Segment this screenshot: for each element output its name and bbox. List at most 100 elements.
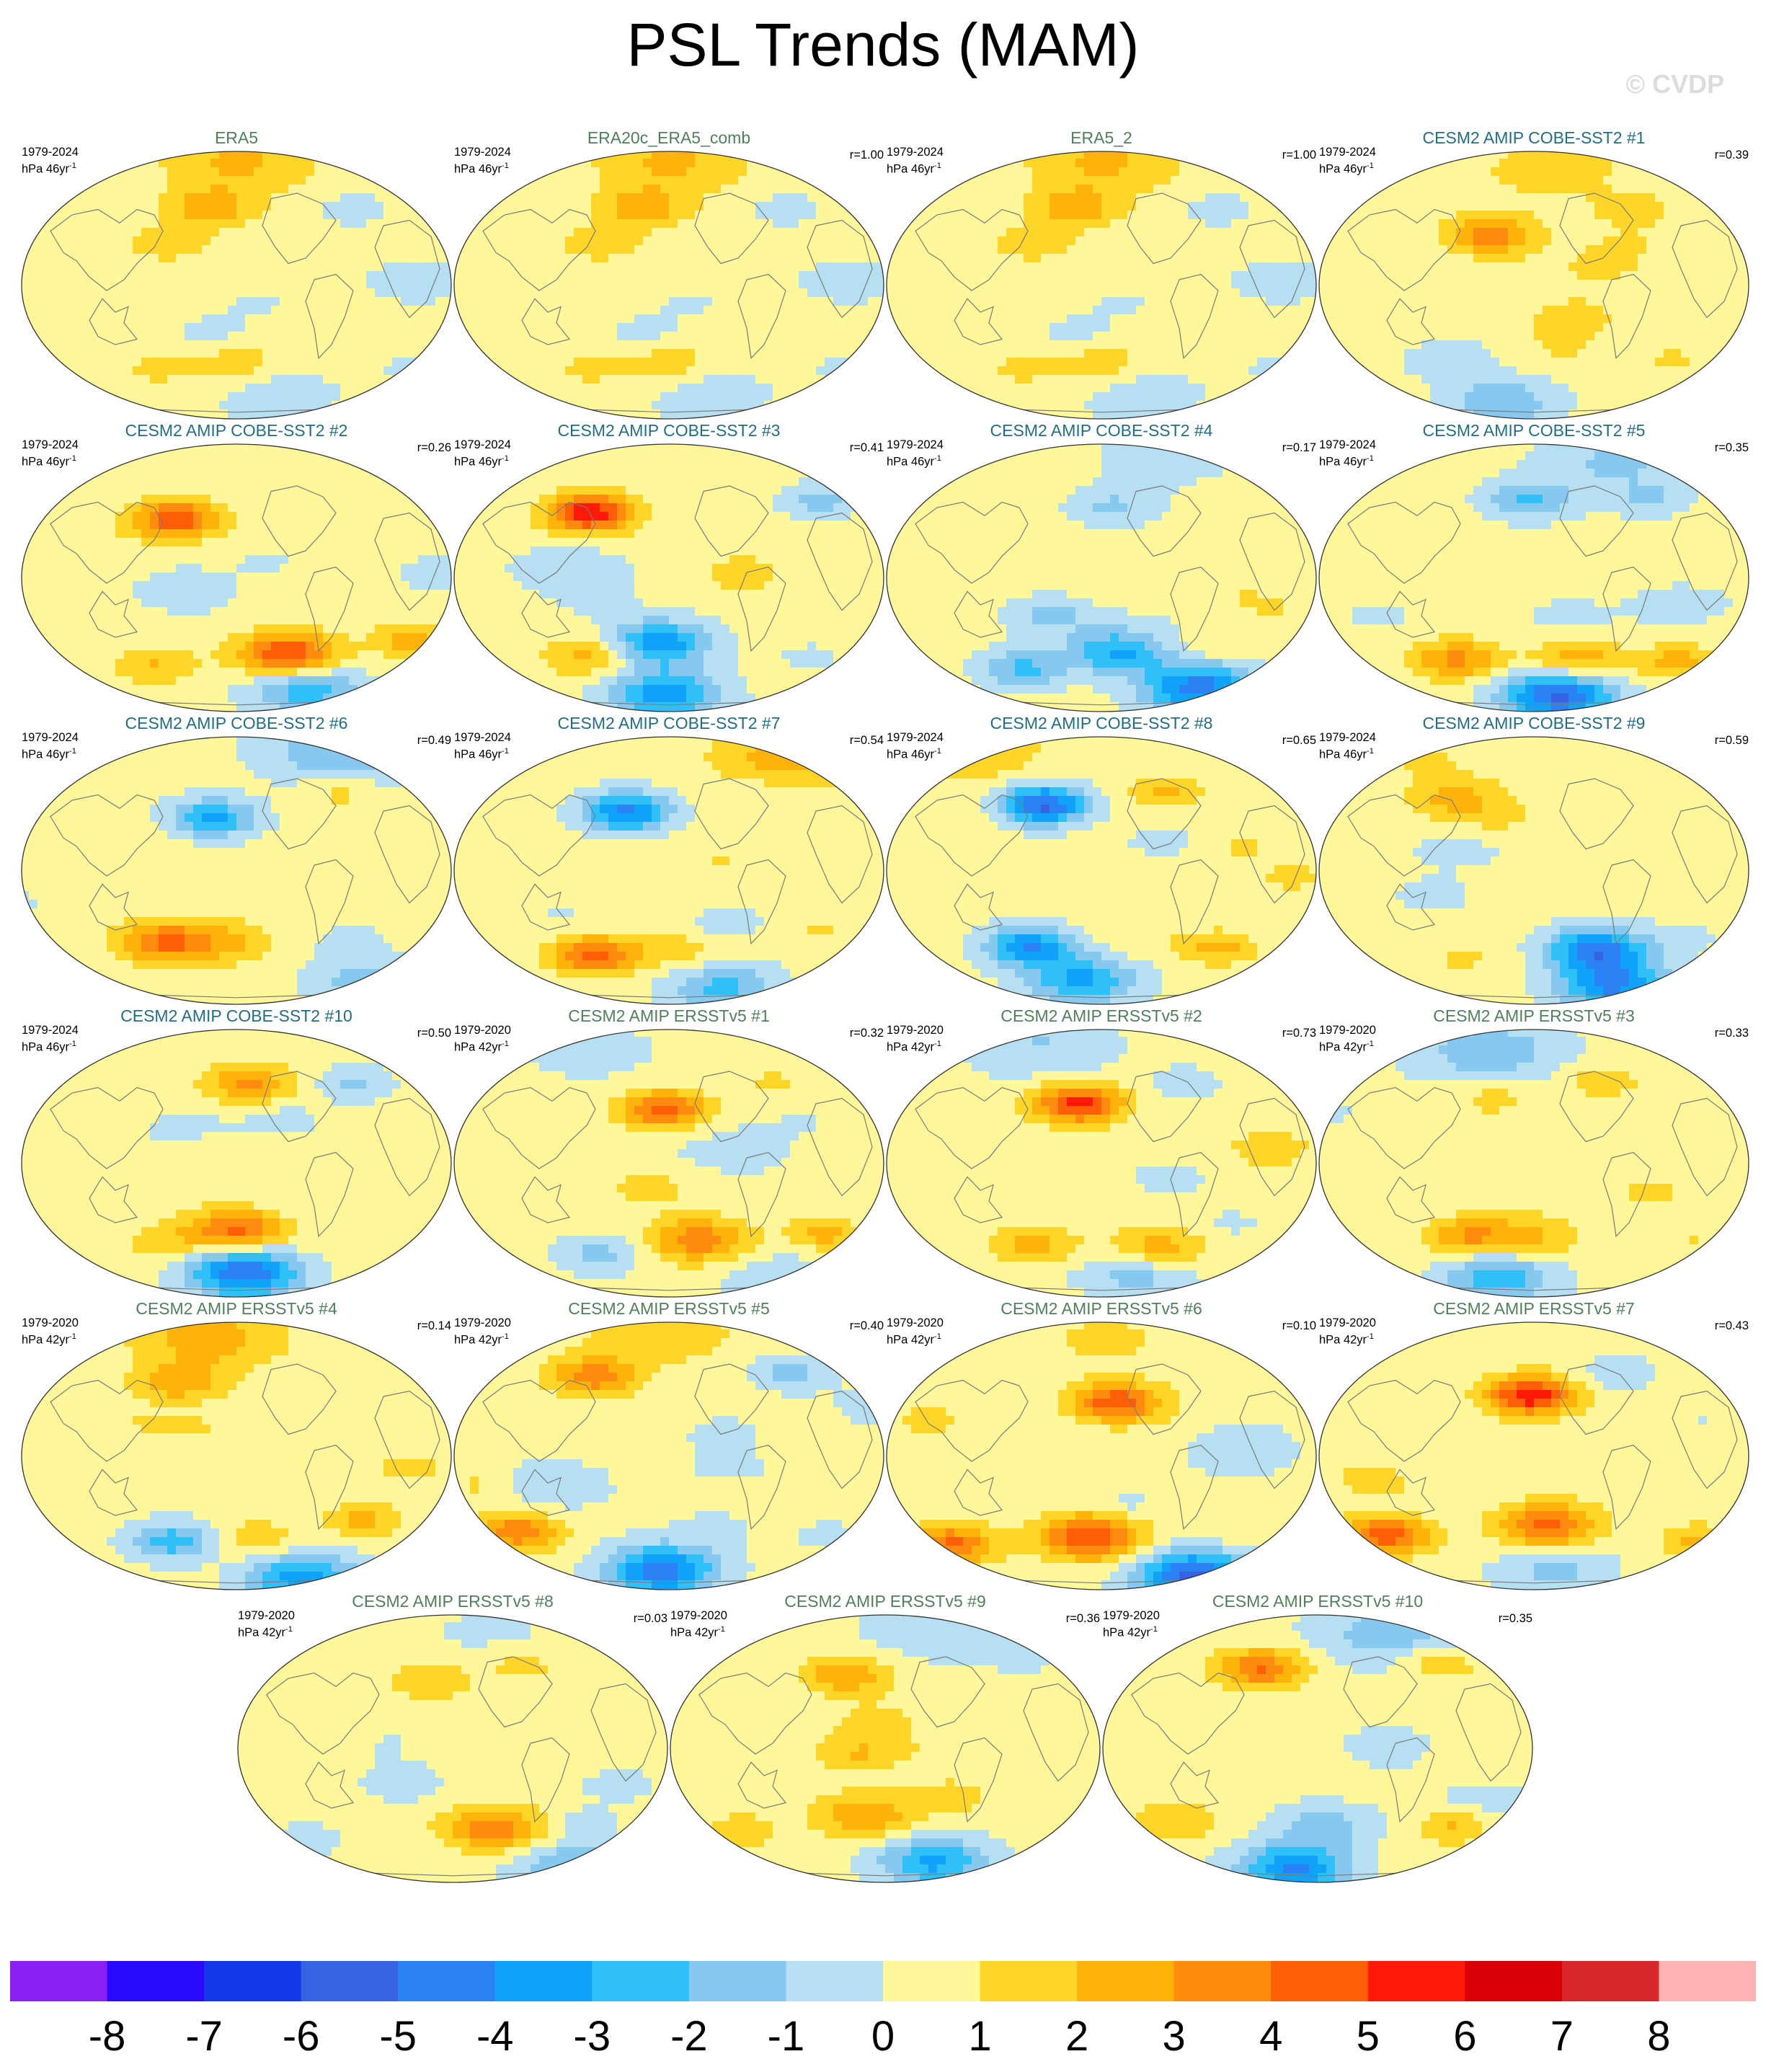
map-panel: CESM2 AMIP COBE-SST2 #1 1979-2024 hPa 46yr…	[1318, 128, 1750, 420]
panel-period: 1979-2020	[670, 1609, 727, 1623]
colorbar-tick-label: 3	[1163, 2013, 1186, 2060]
panel-units: hPa 46yr-1	[454, 452, 509, 469]
map-border	[237, 1614, 668, 1883]
panel-units-exponent: -1	[1367, 454, 1374, 463]
colorbar-box	[204, 1961, 302, 2001]
map-panel: CESM2 AMIP ERSSTv5 #5 1979-2020 hPa 42yr-1…	[453, 1299, 885, 1591]
panel-title: ERA5_2	[885, 128, 1318, 147]
map-border	[886, 1321, 1317, 1590]
panel-units: hPa 46yr-1	[887, 159, 941, 177]
panel-correlation: r=0.54	[850, 734, 884, 748]
panel-title: CESM2 AMIP ERSSTv5 #2	[885, 1006, 1318, 1025]
colorbar-box	[1271, 1961, 1369, 2001]
panel-units-base: hPa 42yr	[454, 1041, 502, 1054]
colorbar-box	[398, 1961, 496, 2001]
panel-units: hPa 42yr-1	[887, 1037, 941, 1055]
panel-units: hPa 42yr-1	[887, 1330, 941, 1347]
map-panel: CESM2 AMIP COBE-SST2 #9 1979-2024 hPa 46yr…	[1318, 714, 1750, 1006]
panel-units: hPa 42yr-1	[454, 1037, 509, 1055]
map-panel: CESM2 AMIP COBE-SST2 #3 1979-2024 hPa 46yr…	[453, 421, 885, 713]
colorbar-tick-label: -1	[768, 2013, 805, 2060]
panel-units: hPa 46yr-1	[1319, 745, 1374, 762]
panel-units-exponent: -1	[718, 1625, 725, 1634]
page-title: PSL Trends (MAM)	[0, 10, 1766, 80]
colorbar-box	[1465, 1961, 1563, 2001]
panel-title: CESM2 AMIP ERSSTv5 #10	[1101, 1592, 1534, 1611]
trend-map	[21, 443, 452, 712]
panel-title: ERA5	[20, 128, 453, 147]
trend-map	[886, 151, 1317, 420]
map-panel: ERA5 1979-2024 hPa 46yr-1	[20, 128, 453, 420]
map-border	[453, 151, 884, 420]
colorbar-tick-label: 1	[968, 2013, 991, 2060]
colorbar: -8 -7 -6 -5 -4 -3 -2 -1 0 1 2 3 4 5 6 7 8	[10, 1961, 1756, 2060]
panel-units: hPa 46yr-1	[887, 745, 941, 762]
panel-period: 1979-2024	[22, 146, 79, 159]
panel-correlation: r=0.32	[850, 1027, 884, 1040]
panel-units: hPa 42yr-1	[22, 1330, 76, 1347]
panel-title: CESM2 AMIP ERSSTv5 #3	[1318, 1006, 1750, 1025]
map-border	[886, 151, 1317, 420]
trend-map	[1318, 736, 1749, 1005]
map-border	[21, 151, 452, 420]
panel-period: 1979-2020	[1319, 1316, 1376, 1330]
map-panel: ERA20c_ERA5_comb 1979-2024 hPa 46yr-1 r=1.0…	[453, 128, 885, 420]
map-border	[886, 736, 1317, 1005]
panel-correlation: r=0.40	[850, 1319, 884, 1333]
map-panel: CESM2 AMIP ERSSTv5 #8 1979-2020 hPa 42yr-1…	[236, 1592, 669, 1884]
panel-units: hPa 46yr-1	[1319, 159, 1374, 177]
colorbar-box	[1367, 1961, 1465, 2001]
colorbar-box	[301, 1961, 399, 2001]
panel-units-base: hPa 42yr	[1319, 1334, 1367, 1347]
cvdp-credit: © CVDP	[1625, 69, 1724, 99]
panel-units: hPa 46yr-1	[22, 159, 76, 177]
colorbar-tick-label: 7	[1550, 2013, 1574, 2060]
colorbar-tick-label: 8	[1647, 2013, 1670, 2060]
colorbar-box	[1173, 1961, 1272, 2001]
panel-units-exponent: -1	[502, 1332, 509, 1341]
panel-units-exponent: -1	[69, 161, 76, 170]
map-panel: CESM2 AMIP ERSSTv5 #10 1979-2020 hPa 42yr-…	[1101, 1592, 1534, 1884]
panel-correlation: r=1.00	[850, 149, 884, 162]
colorbar-box	[107, 1961, 205, 2001]
colorbar-box	[688, 1961, 786, 2001]
panel-units-exponent: -1	[934, 161, 941, 170]
panel-period: 1979-2020	[22, 1316, 79, 1330]
trend-map	[237, 1614, 668, 1883]
panel-units-exponent: -1	[934, 1332, 941, 1341]
map-panel: CESM2 AMIP ERSSTv5 #6 1979-2020 hPa 42yr-1…	[885, 1299, 1318, 1591]
panel-title: CESM2 AMIP ERSSTv5 #7	[1318, 1299, 1750, 1318]
trend-map	[886, 1321, 1317, 1590]
panel-units-exponent: -1	[1150, 1625, 1158, 1634]
colorbar-box	[1659, 1961, 1756, 2001]
trend-map	[886, 736, 1317, 1005]
panel-units-base: hPa 46yr	[887, 748, 934, 761]
panel-period: 1979-2024	[22, 731, 79, 745]
panel-units-base: hPa 42yr	[454, 1334, 502, 1347]
trend-map	[1318, 1321, 1749, 1590]
panel-correlation: r=0.43	[1715, 1319, 1749, 1333]
panel-correlation: r=0.33	[1715, 1027, 1749, 1040]
panel-units-base: hPa 46yr	[1319, 163, 1367, 176]
panel-period: 1979-2024	[887, 731, 944, 745]
panel-correlation: r=0.39	[1715, 149, 1749, 162]
colorbar-tick-label: -4	[476, 2013, 514, 2060]
coastlines	[482, 192, 873, 413]
panel-units: hPa 42yr-1	[454, 1330, 509, 1347]
map-border	[21, 736, 452, 1005]
panel-units-exponent: -1	[934, 454, 941, 463]
panel-units-exponent: -1	[1367, 747, 1374, 756]
map-panel: CESM2 AMIP COBE-SST2 #8 1979-2024 hPa 46yr…	[885, 714, 1318, 1006]
trend-map	[1318, 151, 1749, 420]
map-border	[453, 736, 884, 1005]
panel-correlation: r=0.35	[1499, 1612, 1532, 1626]
panel-title: CESM2 AMIP ERSSTv5 #9	[669, 1592, 1101, 1611]
panel-period: 1979-2020	[238, 1609, 295, 1623]
trend-map	[453, 151, 884, 420]
map-panel: CESM2 AMIP ERSSTv5 #4 1979-2020 hPa 42yr-1…	[20, 1299, 453, 1591]
panel-units: hPa 46yr-1	[887, 452, 941, 469]
panel-period: 1979-2024	[887, 438, 944, 452]
colorbar-box	[1561, 1961, 1659, 2001]
panel-period: 1979-2024	[454, 438, 511, 452]
panel-title: CESM2 AMIP COBE-SST2 #3	[453, 421, 885, 440]
